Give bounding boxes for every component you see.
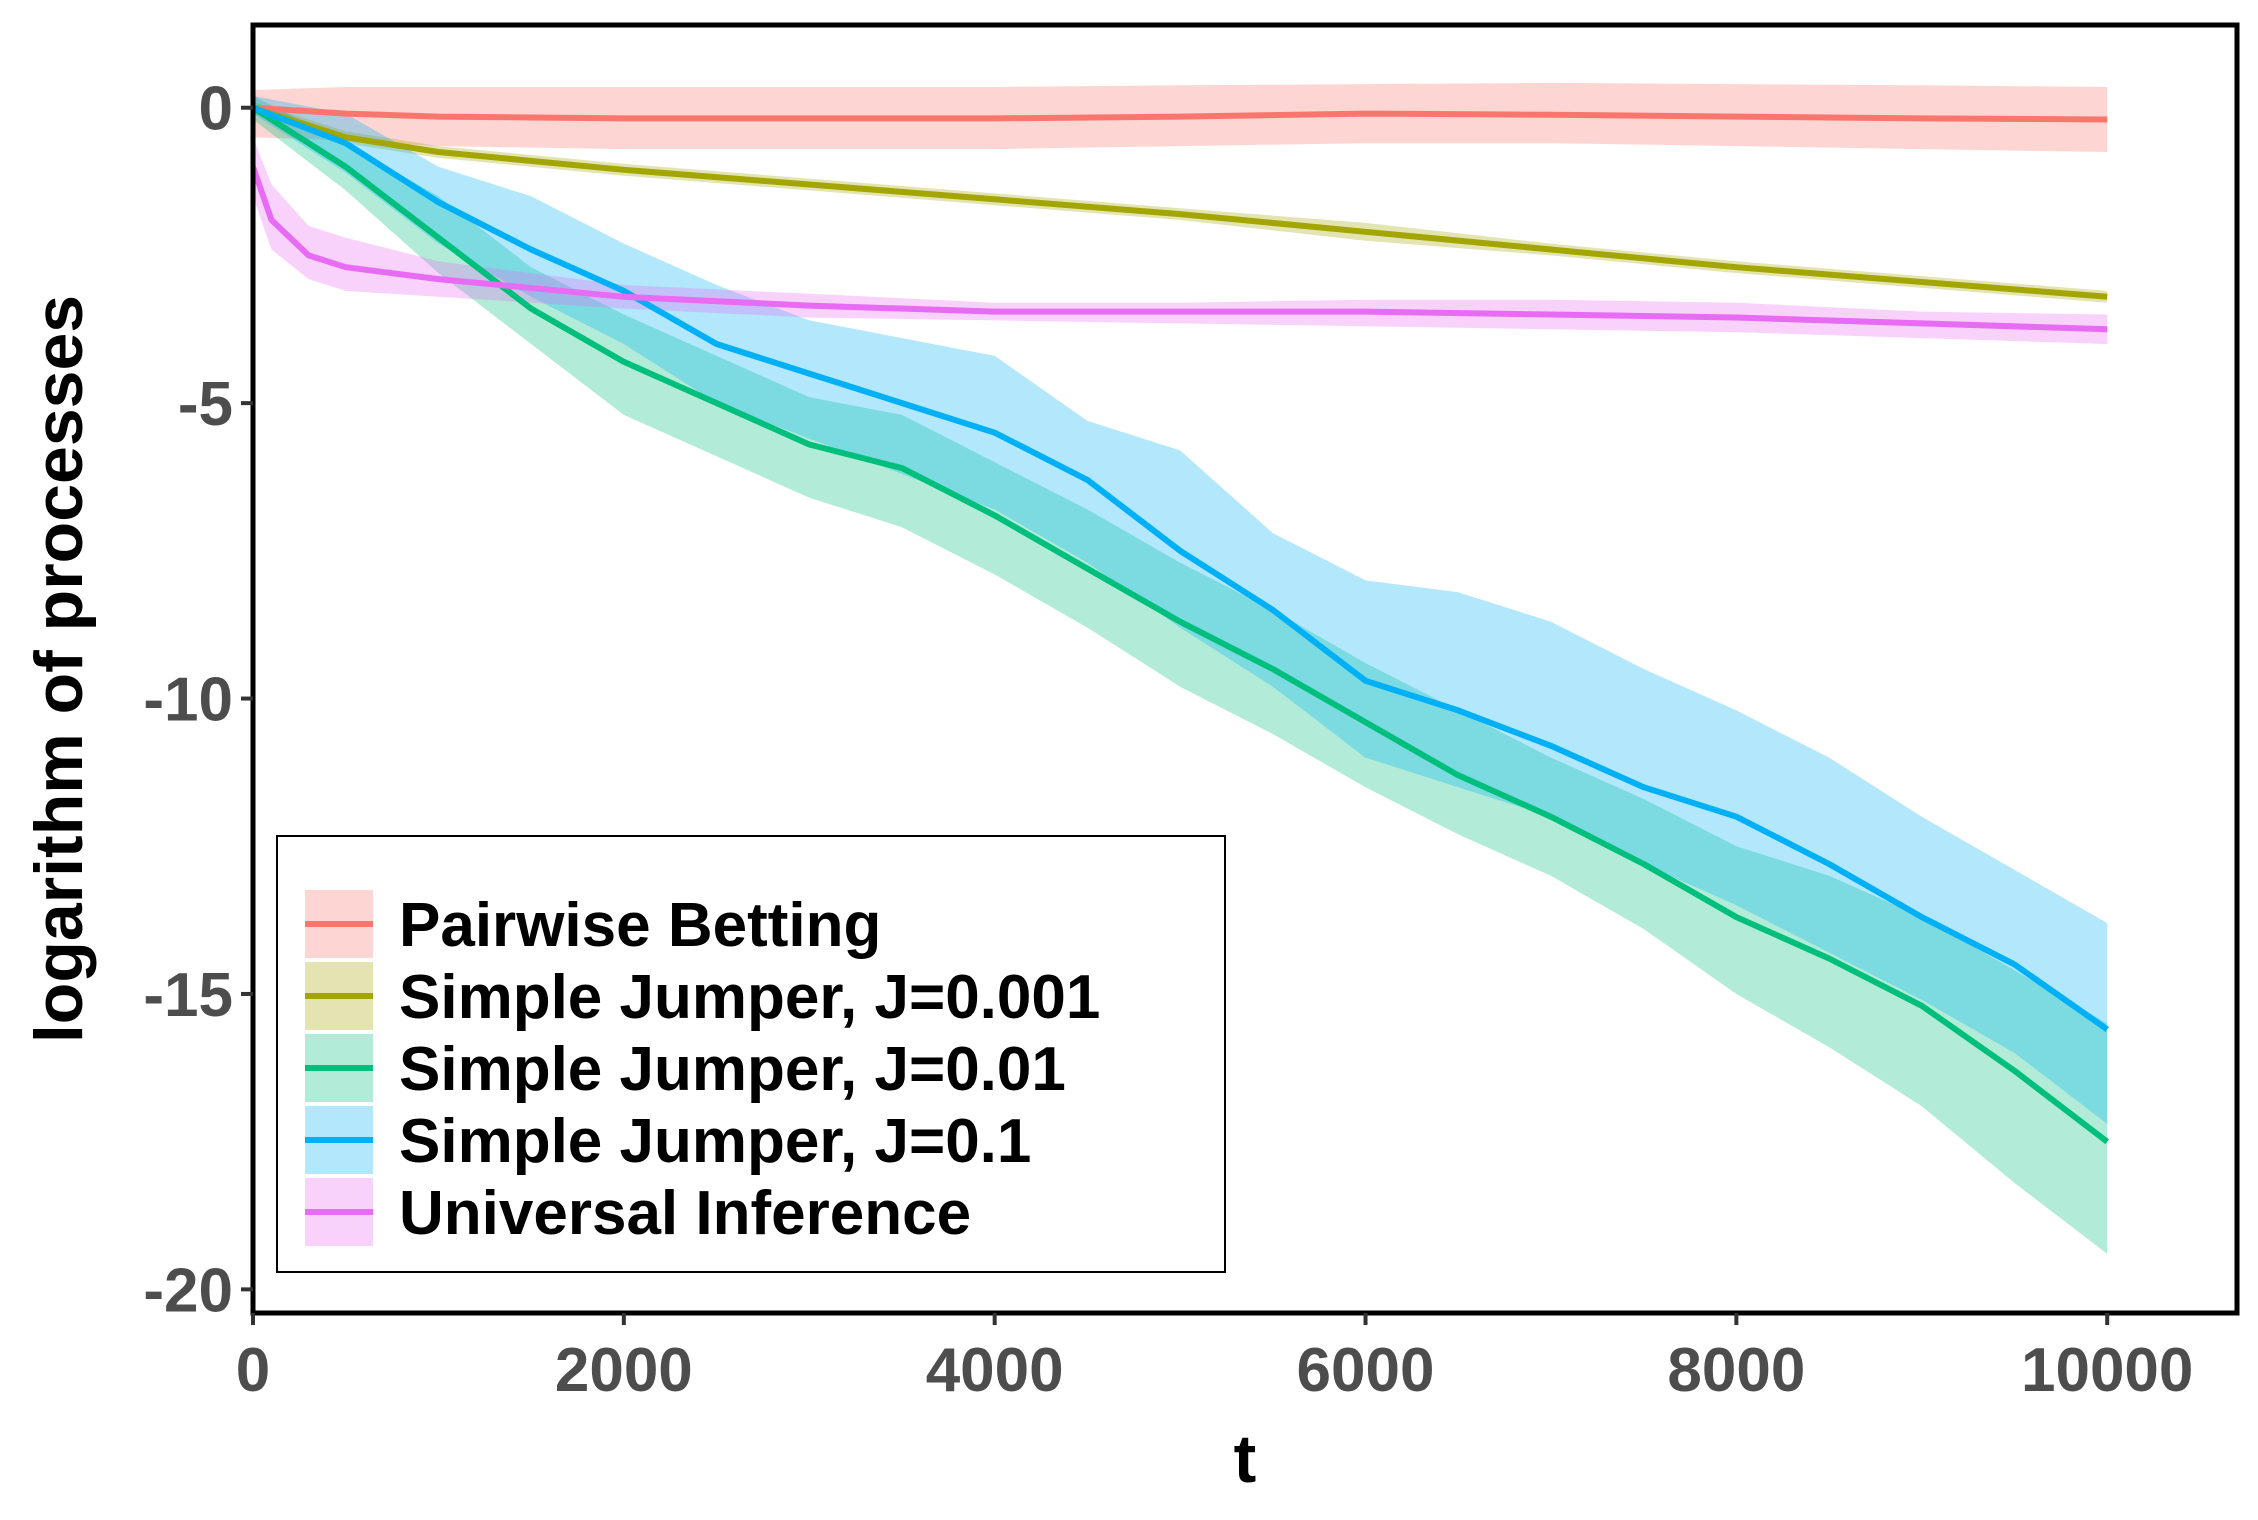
y-tick-label: -20 (143, 1256, 233, 1325)
legend-label: Pairwise Betting (399, 891, 881, 960)
band-series-5 (253, 137, 2108, 344)
legend-label: Simple Jumper, J=0.1 (399, 1107, 1031, 1176)
x-tick-label: 10000 (2021, 1336, 2193, 1405)
y-tick-label: -15 (143, 961, 233, 1030)
series-lines (250, 104, 2110, 1145)
band-series-3 (253, 95, 2108, 1254)
line-series-4 (251, 104, 2109, 1032)
line-series-2 (252, 104, 2108, 300)
y-axis: 0 -5 -10 -15 -20 (143, 75, 253, 1325)
line-series-1 (252, 104, 2108, 123)
y-axis-title: logarithm of processes (21, 295, 97, 1043)
legend-label: Simple Jumper, J=0.01 (399, 1035, 1066, 1104)
y-tick-label: -10 (143, 666, 233, 735)
y-tick-label: -5 (178, 370, 233, 439)
x-tick-label: 2000 (555, 1336, 693, 1405)
legend-label: Universal Inference (399, 1179, 971, 1248)
band-series-2 (253, 101, 2108, 303)
x-axis: 0 2000 4000 6000 8000 10000 (236, 1313, 2193, 1405)
x-tick-label: 4000 (926, 1336, 1064, 1405)
line-series-5 (250, 165, 2108, 333)
y-tick-label: 0 (199, 75, 233, 144)
x-tick-label: 0 (236, 1336, 270, 1405)
legend-label: Simple Jumper, J=0.001 (399, 963, 1100, 1032)
x-tick-label: 8000 (1667, 1336, 1805, 1405)
legend-box (276, 835, 1226, 1273)
plot-panel-border (250, 22, 2240, 1316)
line-series-3 (251, 105, 2110, 1145)
x-tick-label: 6000 (1297, 1336, 1435, 1405)
band-series-4 (253, 95, 2108, 1124)
x-axis-title: t (1234, 1421, 1257, 1497)
confidence-bands (253, 82, 2108, 1254)
